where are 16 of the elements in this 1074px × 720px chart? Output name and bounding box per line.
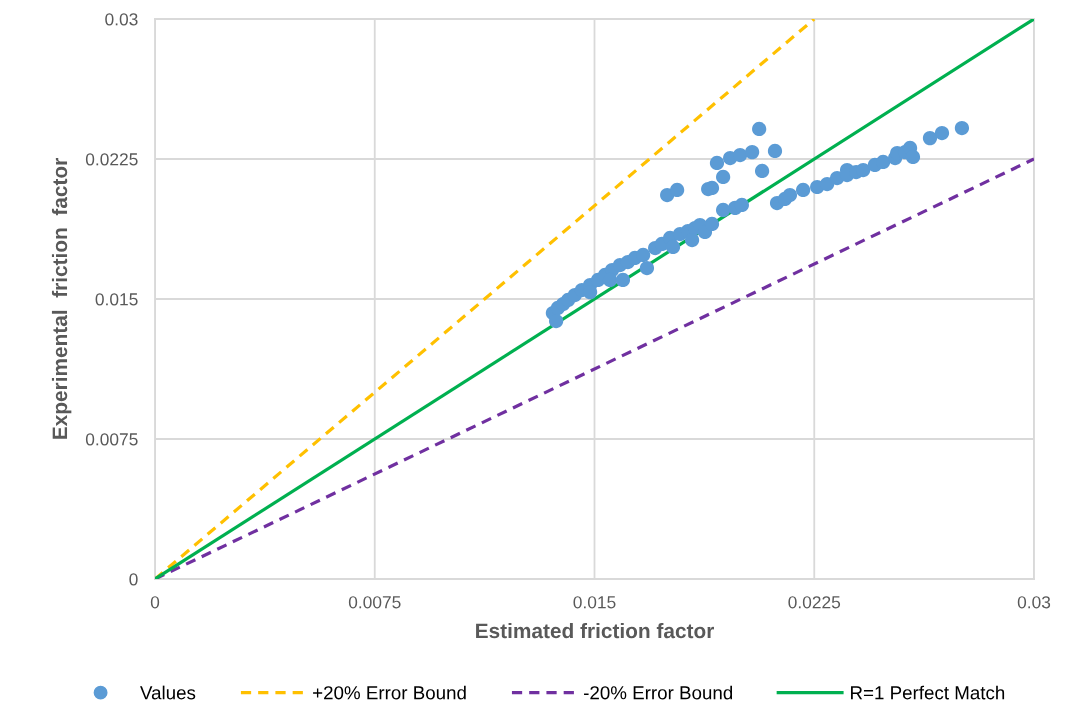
y-tick-label: 0 [129, 573, 138, 586]
y-tick-label: 0.0225 [85, 153, 138, 166]
x-tick-label: 0.03 [1017, 596, 1051, 609]
y-tick-label: 0.0075 [85, 433, 138, 446]
legend-label: -20% Error Bound [584, 685, 733, 700]
x-tick-label: 0 [150, 596, 160, 609]
x-tick-label: 0.0225 [788, 596, 841, 609]
x-tick-label: 0.015 [573, 596, 616, 609]
y-axis-title: Experimental friction factor [51, 158, 72, 439]
x-tick-label: 0.0075 [348, 596, 401, 609]
y-tick-label: 0.03 [105, 13, 138, 26]
x-axis-title: Estimated friction factor [476, 622, 714, 639]
legend-label: Values [140, 685, 196, 700]
legend-label: R=1 Perfect Match [851, 685, 1005, 700]
y-tick-label: 0.015 [95, 293, 138, 306]
legend-label: +20% Error Bound [313, 685, 466, 700]
